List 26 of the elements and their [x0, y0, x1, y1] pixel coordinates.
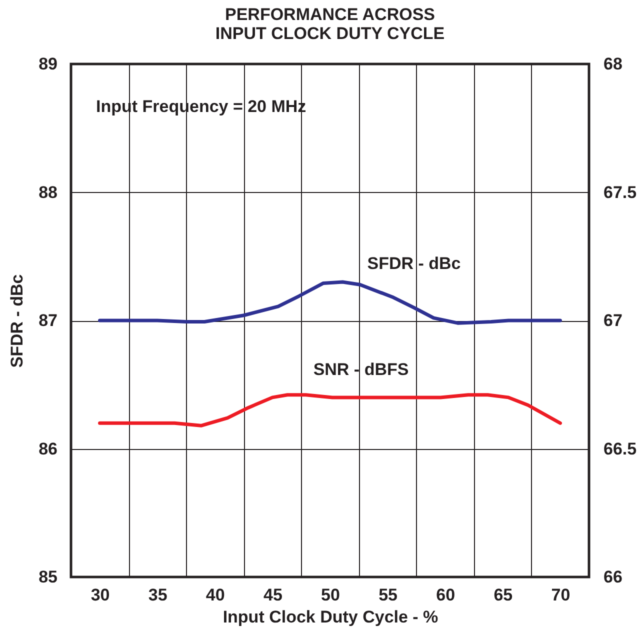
y-tick-label: 89 [38, 54, 58, 74]
x-tick-label: 30 [90, 586, 110, 604]
x-axis-title: Input Clock Duty Cycle - % [222, 608, 438, 626]
x-tick-label: 45 [263, 586, 282, 604]
y-tick-label: 85 [38, 568, 58, 586]
y2-tick-label: 67 [604, 311, 622, 330]
x-tick-label: 50 [321, 586, 340, 604]
line-series [98, 280, 562, 325]
x-tick-label: 65 [494, 586, 513, 604]
x-tick-label: 60 [436, 586, 456, 604]
chart-title: PERFORMANCE ACROSS INPUT CLOCK DUTY CYCLE [215, 5, 445, 43]
y-axis-title: SFDR - dBc [8, 274, 27, 368]
series-label: SNR - dBFS [313, 360, 409, 379]
series-label: SFDR - dBc [367, 254, 461, 273]
y2-tick-label: 66.5 [604, 439, 637, 458]
y-tick-label: 88 [38, 182, 58, 202]
y-tick-label: 87 [38, 311, 58, 330]
line-series [98, 393, 562, 428]
x-tick-label: 35 [148, 586, 168, 604]
x-tick-label: 40 [206, 586, 225, 604]
y-tick-label: 86 [38, 439, 58, 458]
x-tick-label: 55 [378, 586, 398, 604]
y2-tick-label: 68 [604, 54, 622, 74]
x-tick-label: 70 [551, 586, 570, 604]
y2-tick-label: 66 [604, 568, 622, 586]
y2-tick-label: 67.5 [604, 182, 637, 202]
